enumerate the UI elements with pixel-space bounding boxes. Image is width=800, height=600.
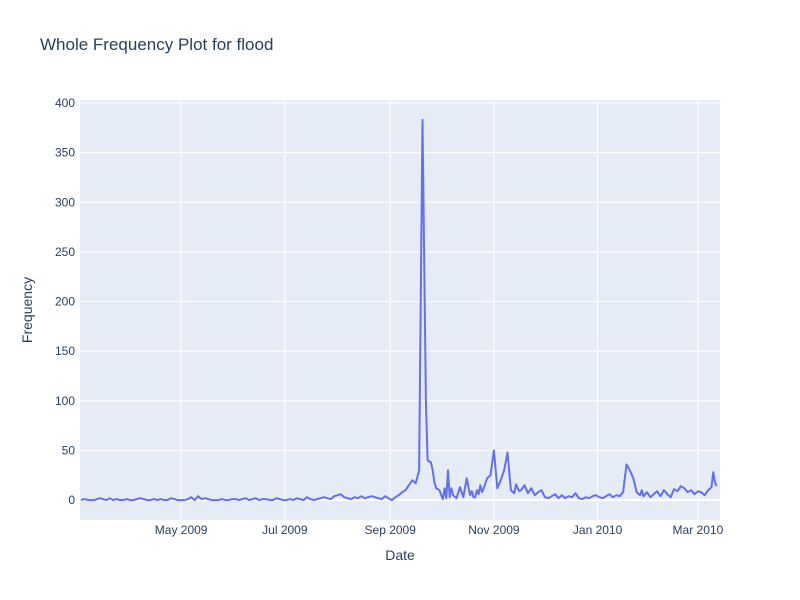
x-axis-label: Date: [385, 547, 415, 563]
axis-ticks: 0 50 100 150 200 250 300 350 400 May 2009 Jul 2009…: [55, 96, 724, 537]
y-tick-label: 250: [55, 245, 75, 259]
chart-title: Whole Frequency Plot for flood: [40, 35, 273, 54]
x-tick-label: Jul 2009: [262, 523, 308, 537]
y-tick-label: 150: [55, 344, 75, 358]
series-line-flood: [80, 118, 718, 502]
series-layer: [80, 118, 718, 502]
plot-area: [80, 100, 720, 520]
y-tick-label: 0: [68, 493, 75, 507]
y-tick-label: 300: [55, 195, 75, 209]
x-tick-label: Mar 2010: [673, 523, 724, 537]
gridlines: [80, 100, 720, 520]
y-tick-label: 50: [62, 443, 76, 457]
x-tick-label: Nov 2009: [468, 523, 520, 537]
x-tick-label: Sep 2009: [365, 523, 417, 537]
y-tick-label: 350: [55, 146, 75, 160]
x-tick-label: May 2009: [155, 523, 208, 537]
y-tick-label: 200: [55, 295, 75, 309]
y-tick-label: 400: [55, 96, 75, 110]
y-axis-label: Frequency: [19, 277, 35, 343]
x-tick-label: Jan 2010: [573, 523, 623, 537]
y-tick-label: 100: [55, 394, 75, 408]
